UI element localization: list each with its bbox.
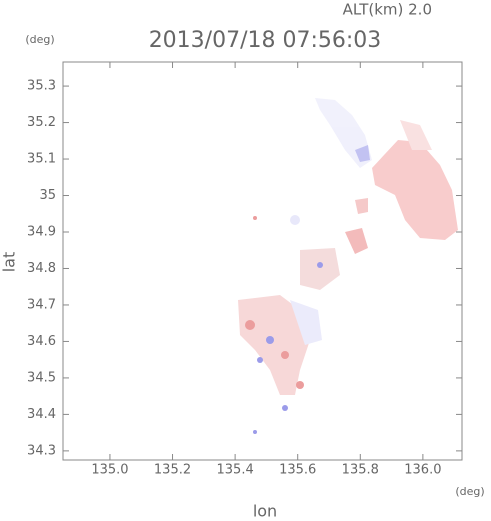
y-tick-label: 35.2 — [27, 115, 56, 130]
y-unit: (deg) — [25, 33, 54, 46]
plot-frame — [62, 61, 463, 461]
y-tick-label: 34.6 — [27, 334, 56, 349]
x-tick-label: 135.6 — [279, 463, 316, 478]
x-tick-label: 135.0 — [91, 463, 128, 478]
x-tick-label: 135.8 — [342, 463, 379, 478]
y-tick-label: 34.7 — [27, 297, 56, 312]
y-tick-label: 35.3 — [27, 79, 56, 94]
y-tick-label: 35.1 — [27, 152, 56, 167]
chart-subtitle: ALT(km) 2.0 — [343, 1, 432, 19]
y-axis-label: lat — [0, 252, 19, 273]
x-unit: (deg) — [455, 485, 484, 498]
x-tick-label: 135.4 — [217, 463, 254, 478]
y-tick-label: 35 — [39, 188, 56, 203]
x-tick-label: 136.0 — [404, 463, 441, 478]
chart-title: 2013/07/18 07:56:03 — [149, 28, 382, 53]
x-tick-label: 135.2 — [154, 463, 191, 478]
echo-regions — [238, 98, 458, 434]
y-tick-label: 34.8 — [27, 261, 56, 276]
y-tick-label: 34.4 — [27, 407, 56, 422]
x-axis-label: lon — [253, 502, 277, 521]
y-tick-label: 34.5 — [27, 370, 56, 385]
y-tick-label: 34.9 — [27, 224, 56, 239]
y-tick-label: 34.3 — [27, 443, 56, 458]
